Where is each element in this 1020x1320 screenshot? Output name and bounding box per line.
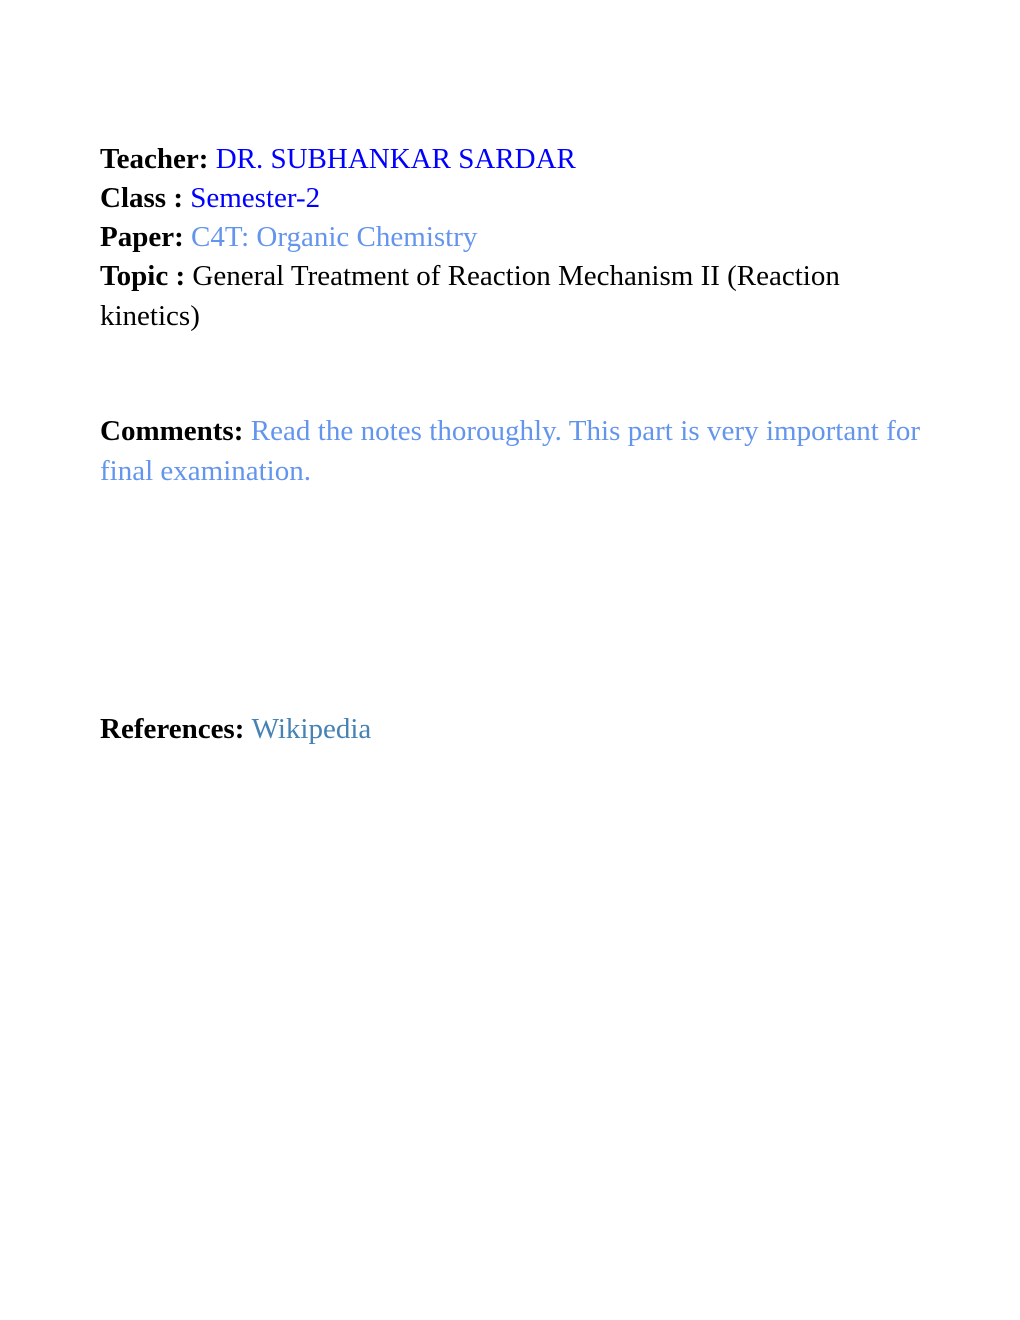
paper-label: Paper:: [100, 221, 191, 253]
class-line: Class : Semester-2: [100, 179, 920, 218]
class-label: Class :: [100, 182, 190, 214]
paper-value: C4T: Organic Chemistry: [191, 221, 477, 253]
teacher-line: Teacher: DR. SUBHANKAR SARDAR: [100, 140, 920, 179]
teacher-value: DR. SUBHANKAR SARDAR: [216, 143, 576, 175]
comments-label: Comments:: [100, 415, 251, 447]
comments-section: Comments: Read the notes thoroughly. Thi…: [100, 411, 920, 492]
document-header: Teacher: DR. SUBHANKAR SARDAR Class : Se…: [100, 140, 920, 336]
topic-label: Topic :: [100, 260, 192, 292]
class-value: Semester-2: [190, 182, 320, 214]
paper-line: Paper: C4T: Organic Chemistry: [100, 218, 920, 257]
topic-value: General Treatment of Reaction Mechanism …: [100, 260, 840, 331]
references-section: References: Wikipedia: [100, 710, 920, 749]
references-value: Wikipedia: [252, 713, 372, 745]
teacher-label: Teacher:: [100, 143, 216, 175]
topic-line: Topic : General Treatment of Reaction Me…: [100, 257, 920, 335]
references-label: References:: [100, 713, 252, 745]
